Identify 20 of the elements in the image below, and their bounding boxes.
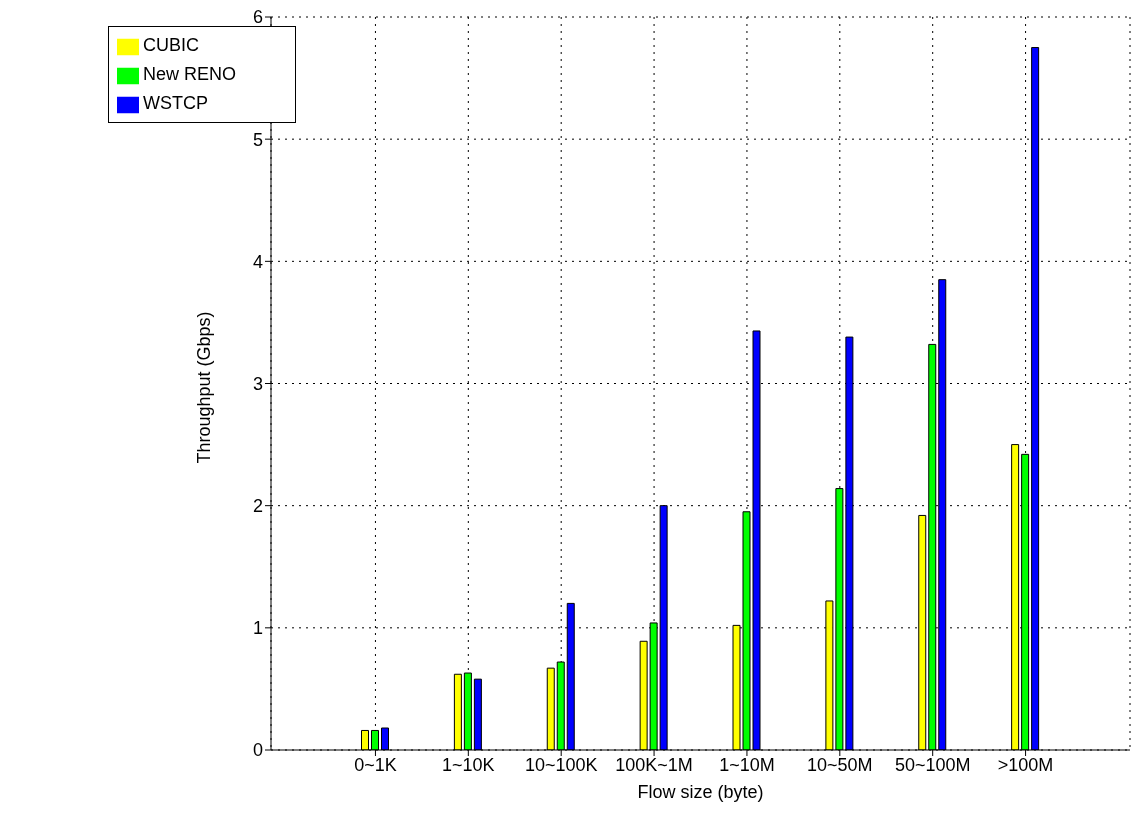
x-tick-label: 100K~1M [615,754,693,775]
y-tick-label: 0 [252,740,263,761]
y-tick-label: 4 [252,251,263,272]
legend-label: New RENO [143,64,237,84]
y-tick-label: 5 [252,129,263,150]
x-tick-label: 1~10K [442,754,495,775]
y-axis-title: Throughput (Gbps) [194,311,215,464]
x-tick-label: 1~10M [719,754,775,775]
x-tick-label: 10~100K [524,754,598,775]
x-tick-label: 0~1K [354,754,397,775]
legend-label: WSTCP [143,93,208,113]
x-tick-label: >100M [997,754,1054,775]
x-tick-label: 10~50M [807,754,873,775]
legend-label: CUBIC [143,35,200,55]
x-axis-title: Flow size (byte) [637,782,764,802]
y-tick-label: 2 [252,496,263,517]
x-tick-label: 50~100M [894,754,971,775]
y-tick-label: 3 [252,373,263,394]
y-tick-label: 1 [252,618,263,639]
y-tick-label: 6 [252,7,263,28]
